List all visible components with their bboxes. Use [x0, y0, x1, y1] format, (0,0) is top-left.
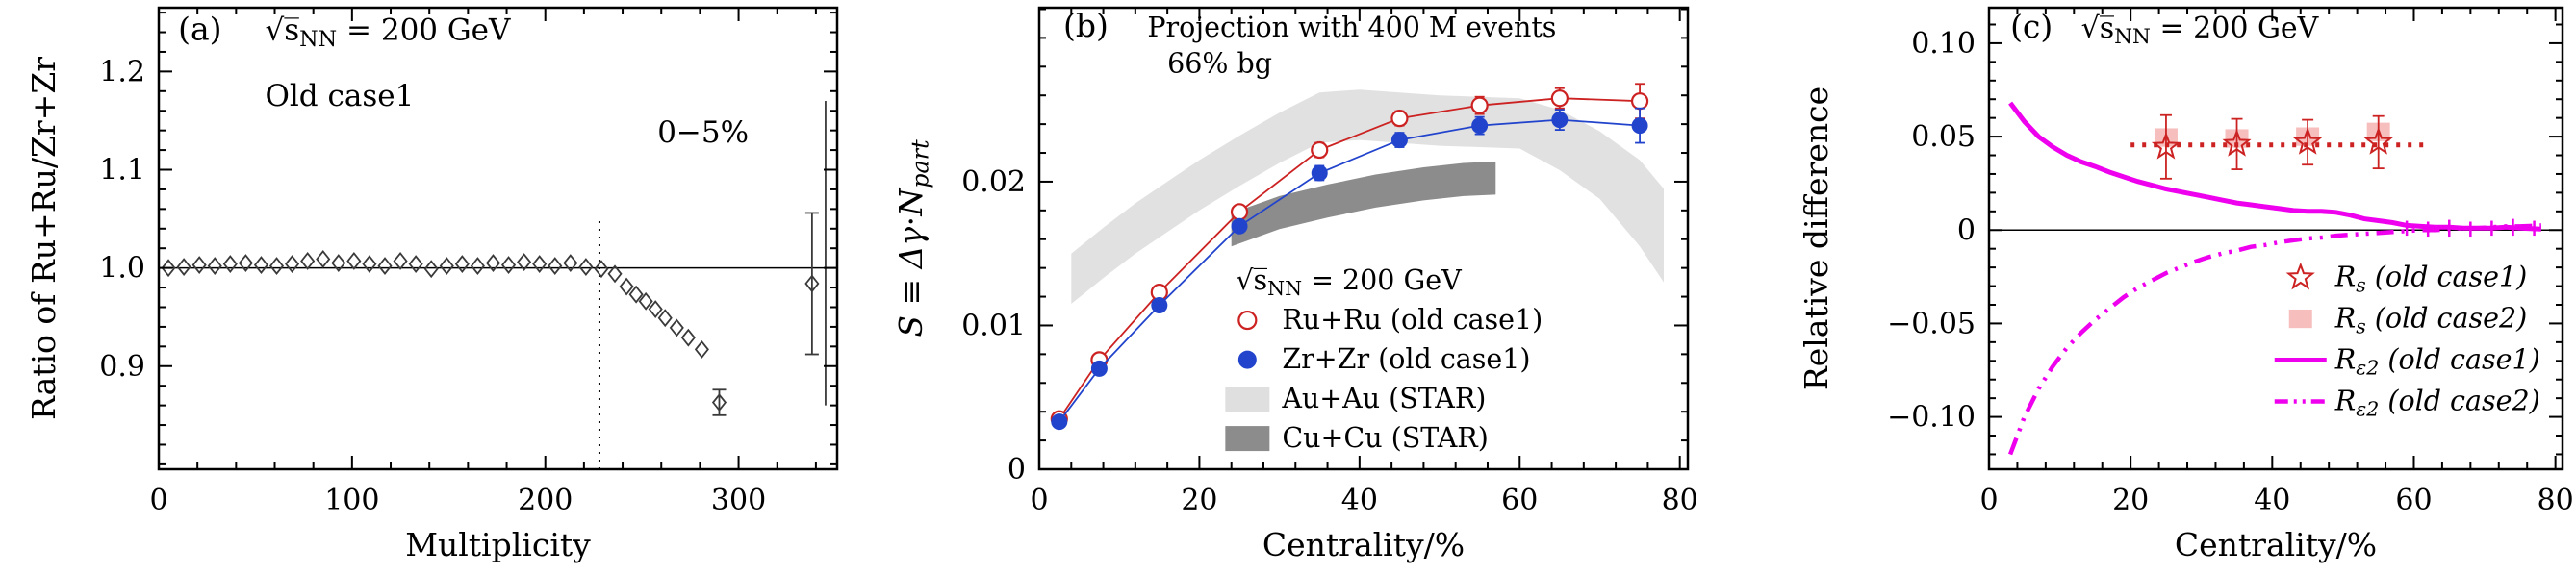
svg-text:(a): (a)	[178, 11, 221, 48]
svg-text:Projection with 400 M events: Projection with 400 M events	[1147, 12, 1556, 43]
svg-text:(c): (c)	[2010, 8, 2053, 45]
svg-text:Rs (old case2): Rs (old case2)	[2334, 303, 2527, 338]
svg-text:Rs (old case1): Rs (old case1)	[2334, 262, 2527, 297]
svg-text:Rε2 (old case1): Rε2 (old case1)	[2334, 344, 2540, 380]
svg-text:Ru+Ru (old case1): Ru+Ru (old case1)	[1282, 304, 1543, 336]
svg-text:0.10: 0.10	[1911, 27, 1976, 61]
svg-text:√s̅NN = 200 GeV: √s̅NN = 200 GeV	[265, 13, 511, 52]
svg-text:0: 0	[1957, 213, 1976, 247]
svg-text:0.05: 0.05	[1911, 120, 1976, 154]
svg-text:1.0: 1.0	[99, 252, 145, 286]
svg-text:300: 300	[711, 484, 766, 517]
svg-text:Zr+Zr (old case1): Zr+Zr (old case1)	[1282, 343, 1530, 375]
svg-text:(b): (b)	[1063, 7, 1109, 44]
svg-text:0: 0	[1007, 453, 1026, 487]
svg-text:Au+Au (STAR): Au+Au (STAR)	[1281, 383, 1486, 414]
svg-text:√s̅NN = 200 GeV: √s̅NN = 200 GeV	[1236, 264, 1462, 300]
svg-text:−0.05: −0.05	[1887, 307, 1976, 340]
svg-text:0−5%: 0−5%	[657, 115, 749, 150]
svg-text:80: 80	[2538, 484, 2574, 517]
panel-c-chart: 0 20 40 60 80 −0.10 −0.05 0 0.05 0.10 Centrality/%…	[1798, 6, 2574, 563]
svg-text:1.1: 1.1	[99, 154, 145, 188]
svg-text:Cu+Cu (STAR): Cu+Cu (STAR)	[1282, 422, 1489, 454]
svg-text:−0.10: −0.10	[1887, 401, 1976, 435]
svg-text:80: 80	[1662, 484, 1698, 517]
panel-a-chart: 0 100 200 300 0.9 1.0 1.1 1.2 Multiplicity Ratio …	[25, 6, 839, 563]
svg-text:1.2: 1.2	[99, 55, 145, 88]
svg-text:60: 60	[1501, 484, 1538, 517]
svg-text:Centrality/%: Centrality/%	[2175, 526, 2377, 563]
svg-text:0.02: 0.02	[961, 165, 1026, 199]
svg-text:Centrality/%: Centrality/%	[1262, 526, 1465, 563]
svg-text:0: 0	[1030, 484, 1048, 517]
svg-text:40: 40	[1341, 484, 1378, 517]
svg-text:40: 40	[2254, 484, 2290, 517]
svg-text:60: 60	[2395, 484, 2432, 517]
panel-b-chart: 0 20 40 60 80 0 0.01 0.02 Centrality/% S ≡ Δγ⋅Npa…	[892, 6, 1698, 563]
svg-text:S ≡ Δγ⋅Npart: S ≡ Δγ⋅Npart	[892, 139, 934, 338]
svg-text:200: 200	[518, 484, 573, 517]
svg-text:20: 20	[1181, 484, 1217, 517]
svg-text:Ratio of Ru+Ru/Zr+Zr: Ratio of Ru+Ru/Zr+Zr	[25, 57, 63, 420]
svg-text:20: 20	[2112, 484, 2149, 517]
svg-text:Relative difference: Relative difference	[1798, 87, 1835, 390]
svg-text:Multiplicity: Multiplicity	[405, 526, 591, 563]
svg-text:100: 100	[324, 484, 379, 517]
svg-text:Old case1: Old case1	[265, 79, 414, 113]
svg-text:0: 0	[1979, 484, 1998, 517]
svg-text:0.9: 0.9	[99, 350, 145, 384]
svg-text:0: 0	[149, 484, 167, 517]
svg-text:0.01: 0.01	[961, 309, 1026, 342]
svg-text:√s̅NN = 200 GeV: √s̅NN = 200 GeV	[2081, 12, 2320, 49]
svg-text:Rε2 (old case2): Rε2 (old case2)	[2334, 386, 2540, 421]
svg-text:66% bg: 66% bg	[1167, 47, 1272, 79]
